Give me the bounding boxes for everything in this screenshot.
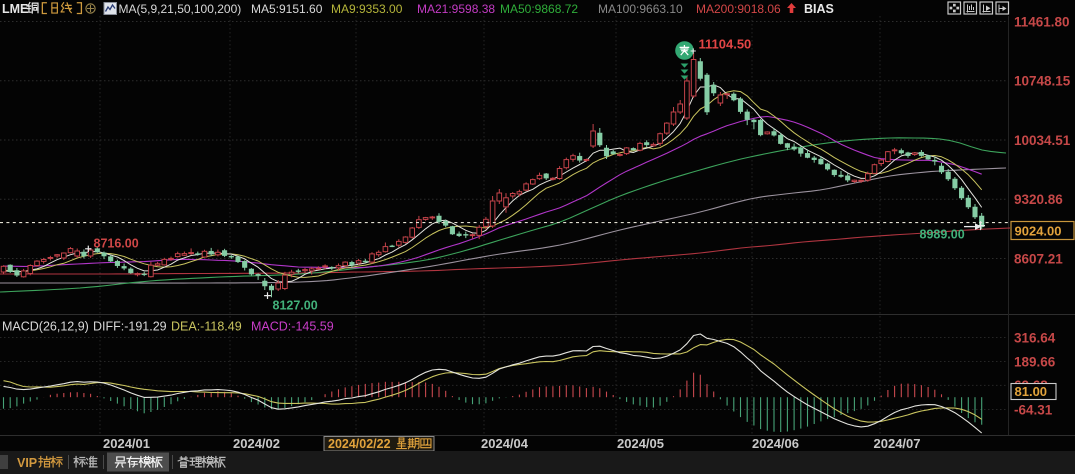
svg-text:11461.80: 11461.80 xyxy=(1014,14,1070,29)
svg-text:MACD(26,12,9): MACD(26,12,9) xyxy=(2,320,89,334)
svg-text:DEA:-118.49: DEA:-118.49 xyxy=(171,320,242,334)
svg-text:2024/02/22: 2024/02/22 xyxy=(328,437,391,451)
svg-text:316.64: 316.64 xyxy=(1014,330,1056,345)
svg-text:11104.50: 11104.50 xyxy=(699,37,752,52)
svg-text:2024/01: 2024/01 xyxy=(103,436,150,451)
svg-text:MA200:9018.06: MA200:9018.06 xyxy=(696,2,781,16)
svg-text:2024/04: 2024/04 xyxy=(481,436,529,451)
svg-text:189.66: 189.66 xyxy=(1014,354,1056,369)
svg-text:MACD:-145.59: MACD:-145.59 xyxy=(251,320,334,334)
svg-text:2024/07: 2024/07 xyxy=(874,436,921,451)
svg-text:2024/06: 2024/06 xyxy=(752,436,799,451)
svg-text:MA9:9353.00: MA9:9353.00 xyxy=(331,2,403,16)
svg-text:8989.00: 8989.00 xyxy=(920,228,965,242)
svg-text:-64.31: -64.31 xyxy=(1014,402,1053,417)
svg-text:2024/02: 2024/02 xyxy=(233,436,280,451)
svg-text:MA5:9151.60: MA5:9151.60 xyxy=(251,2,323,16)
svg-text:MA21:9598.38: MA21:9598.38 xyxy=(417,2,495,16)
svg-text:81.00: 81.00 xyxy=(1015,384,1048,399)
svg-text:10748.15: 10748.15 xyxy=(1014,74,1071,89)
svg-text:9024.00: 9024.00 xyxy=(1015,224,1062,239)
svg-text:LME: LME xyxy=(2,2,28,16)
svg-text:8716.00: 8716.00 xyxy=(94,237,139,251)
svg-text:10034.51: 10034.51 xyxy=(1014,133,1071,148)
svg-text:DIFF:-191.29: DIFF:-191.29 xyxy=(93,320,167,334)
svg-text:9320.86: 9320.86 xyxy=(1014,192,1063,207)
svg-text:MA100:9663.10: MA100:9663.10 xyxy=(598,2,683,16)
svg-text:BIAS: BIAS xyxy=(804,2,834,16)
svg-text:MA(5,9,21,50,100,200): MA(5,9,21,50,100,200) xyxy=(119,2,242,16)
svg-text:8607.21: 8607.21 xyxy=(1014,251,1063,266)
svg-text:8127.00: 8127.00 xyxy=(273,299,318,313)
svg-text:VIP: VIP xyxy=(17,456,37,470)
svg-text:MA50:9868.72: MA50:9868.72 xyxy=(500,2,578,16)
svg-text:2024/05: 2024/05 xyxy=(617,436,664,451)
